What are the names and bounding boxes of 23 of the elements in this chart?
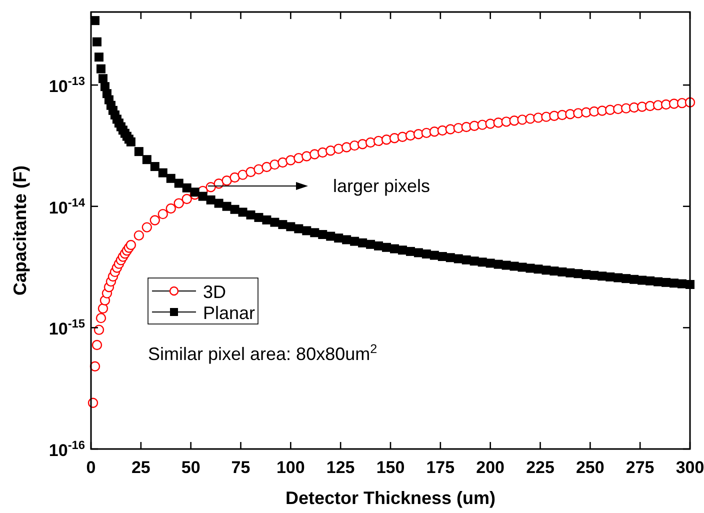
- y-tick-label: 10$^{-13}$: [48, 74, 86, 96]
- legend-label: Planar: [203, 303, 256, 323]
- x-tick-label: 175: [426, 458, 455, 477]
- annotation: larger pixels: [333, 176, 430, 196]
- x-tick-label: 0: [86, 458, 96, 477]
- annotation: Similar pixel area: 80x80um$^{2}$: [148, 342, 378, 364]
- y-tick-label: 10$^{-14}$: [48, 195, 86, 218]
- y-tick-label: 10$^{-16}$: [48, 438, 86, 460]
- x-tick-label: 250: [576, 458, 604, 477]
- x-tick-label: 50: [181, 458, 200, 477]
- x-tick-label: 100: [276, 458, 305, 477]
- x-tick-label: 75: [231, 458, 250, 477]
- x-tick-label: 125: [326, 458, 355, 477]
- x-tick-label: 25: [131, 458, 150, 477]
- legend-label: 3D: [203, 282, 226, 302]
- x-tick-label: 200: [476, 458, 505, 477]
- x-tick-label: 275: [626, 458, 654, 477]
- y-axis-title: Capacitante (F): [10, 165, 30, 296]
- y-tick-label: 10$^{-15}$: [48, 316, 86, 339]
- x-axis-title: Detector Thickness (um): [285, 488, 496, 508]
- x-tick-label: 300: [676, 458, 704, 477]
- x-tick-label: 150: [376, 458, 405, 477]
- x-tick-label: 225: [526, 458, 554, 477]
